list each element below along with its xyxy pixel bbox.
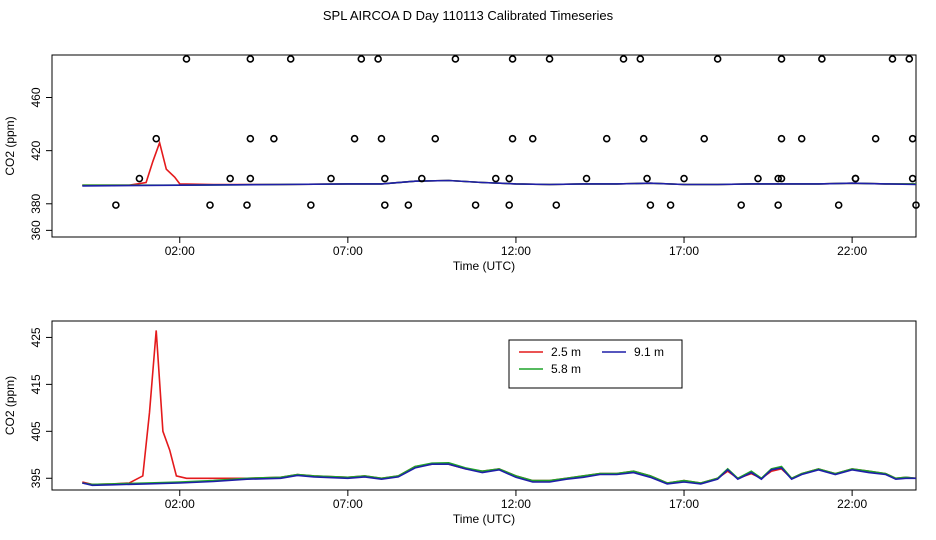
flag-point bbox=[666, 201, 675, 209]
flag-point bbox=[774, 201, 782, 209]
x-axis-label: Time (UTC) bbox=[453, 512, 515, 526]
flag-point bbox=[505, 201, 514, 209]
flag-point bbox=[871, 134, 880, 143]
series-line-h91 bbox=[82, 463, 916, 487]
flag-point bbox=[471, 201, 480, 209]
flag-point bbox=[377, 134, 386, 143]
x-tick-label: 12:00 bbox=[501, 497, 531, 511]
flag-point bbox=[286, 55, 295, 63]
flag-point bbox=[888, 55, 897, 63]
y-tick-label: 415 bbox=[29, 374, 43, 394]
x-tick-label: 07:00 bbox=[333, 497, 363, 511]
y-tick-label: 360 bbox=[29, 220, 43, 240]
flag-point bbox=[182, 55, 191, 63]
flag-point bbox=[135, 174, 144, 183]
y-tick-label: 405 bbox=[29, 421, 43, 441]
flag-point bbox=[777, 55, 786, 63]
flag-point bbox=[508, 134, 517, 143]
flag-point bbox=[381, 201, 389, 209]
y-tick-label: 380 bbox=[29, 193, 43, 213]
x-tick-label: 22:00 bbox=[837, 497, 867, 511]
flag-point bbox=[451, 55, 460, 63]
flag-point bbox=[908, 174, 917, 183]
flag-point bbox=[246, 55, 255, 63]
flag-point bbox=[545, 55, 554, 63]
plot-frame bbox=[51, 54, 917, 238]
flag-point bbox=[357, 55, 366, 63]
y-tick-label: 425 bbox=[29, 327, 43, 347]
flag-point bbox=[797, 134, 806, 143]
flag-point bbox=[639, 134, 648, 143]
flag-point bbox=[350, 134, 359, 143]
flag-point bbox=[270, 134, 278, 143]
flag-point bbox=[834, 201, 843, 209]
y-axis-label: CO2 (ppm) bbox=[3, 376, 17, 435]
flag-point bbox=[582, 174, 591, 183]
y-axis-label: CO2 (ppm) bbox=[3, 116, 17, 175]
flag-point bbox=[643, 174, 651, 183]
legend-box bbox=[508, 339, 683, 389]
flag-point bbox=[680, 174, 688, 183]
flag-point bbox=[754, 174, 762, 183]
flag-point bbox=[700, 134, 709, 143]
y-tick-label: 395 bbox=[29, 468, 43, 488]
flag-point bbox=[491, 174, 500, 183]
flag-point bbox=[112, 201, 120, 209]
x-tick-label: 17:00 bbox=[669, 497, 699, 511]
flag-point bbox=[152, 134, 161, 143]
flag-point bbox=[777, 174, 786, 183]
flag-point bbox=[908, 134, 917, 143]
flag-point bbox=[307, 201, 315, 209]
series-line-h58 bbox=[82, 461, 916, 486]
y-tick-label: 420 bbox=[29, 140, 43, 160]
x-tick-label: 07:00 bbox=[333, 244, 363, 258]
flag-point bbox=[774, 174, 782, 183]
flag-point bbox=[905, 55, 914, 63]
flag-point bbox=[602, 134, 611, 143]
flag-point bbox=[818, 55, 826, 63]
flag-point bbox=[505, 174, 514, 183]
flag-point bbox=[552, 201, 561, 209]
y-tick-label: 460 bbox=[29, 87, 43, 107]
flag-point bbox=[737, 201, 745, 209]
flag-point bbox=[777, 134, 786, 143]
flag-point bbox=[226, 174, 234, 183]
flag-point bbox=[243, 201, 251, 209]
x-tick-label: 02:00 bbox=[165, 497, 195, 511]
flag-point bbox=[418, 174, 426, 183]
series-line-h25 bbox=[82, 330, 916, 486]
plot-frame bbox=[51, 320, 917, 491]
x-axis-label: Time (UTC) bbox=[453, 259, 515, 273]
legend-label: 9.1 m bbox=[634, 345, 664, 359]
flag-point bbox=[381, 174, 389, 183]
flag-point bbox=[912, 201, 920, 209]
x-tick-label: 12:00 bbox=[501, 244, 531, 258]
x-tick-label: 02:00 bbox=[165, 244, 195, 258]
chart-title: SPL AIRCOA D Day 110113 Calibrated Times… bbox=[322, 8, 614, 23]
flag-point bbox=[327, 174, 335, 183]
flag-point bbox=[431, 134, 440, 143]
legend-label: 5.8 m bbox=[551, 362, 581, 376]
flag-point bbox=[246, 134, 255, 143]
flag-point bbox=[374, 55, 382, 63]
flag-point bbox=[851, 174, 860, 183]
flag-point bbox=[619, 55, 628, 63]
series-line-h91 bbox=[82, 179, 916, 187]
flag-point bbox=[528, 134, 537, 143]
legend-label: 2.5 m bbox=[551, 345, 581, 359]
flag-point bbox=[646, 201, 655, 209]
flag-point bbox=[246, 174, 255, 183]
flag-point bbox=[508, 55, 517, 63]
flag-point bbox=[404, 201, 413, 209]
flag-point bbox=[206, 201, 214, 209]
flag-point bbox=[713, 55, 722, 63]
x-tick-label: 22:00 bbox=[837, 244, 867, 258]
x-tick-label: 17:00 bbox=[669, 244, 699, 258]
flag-point bbox=[636, 55, 645, 63]
